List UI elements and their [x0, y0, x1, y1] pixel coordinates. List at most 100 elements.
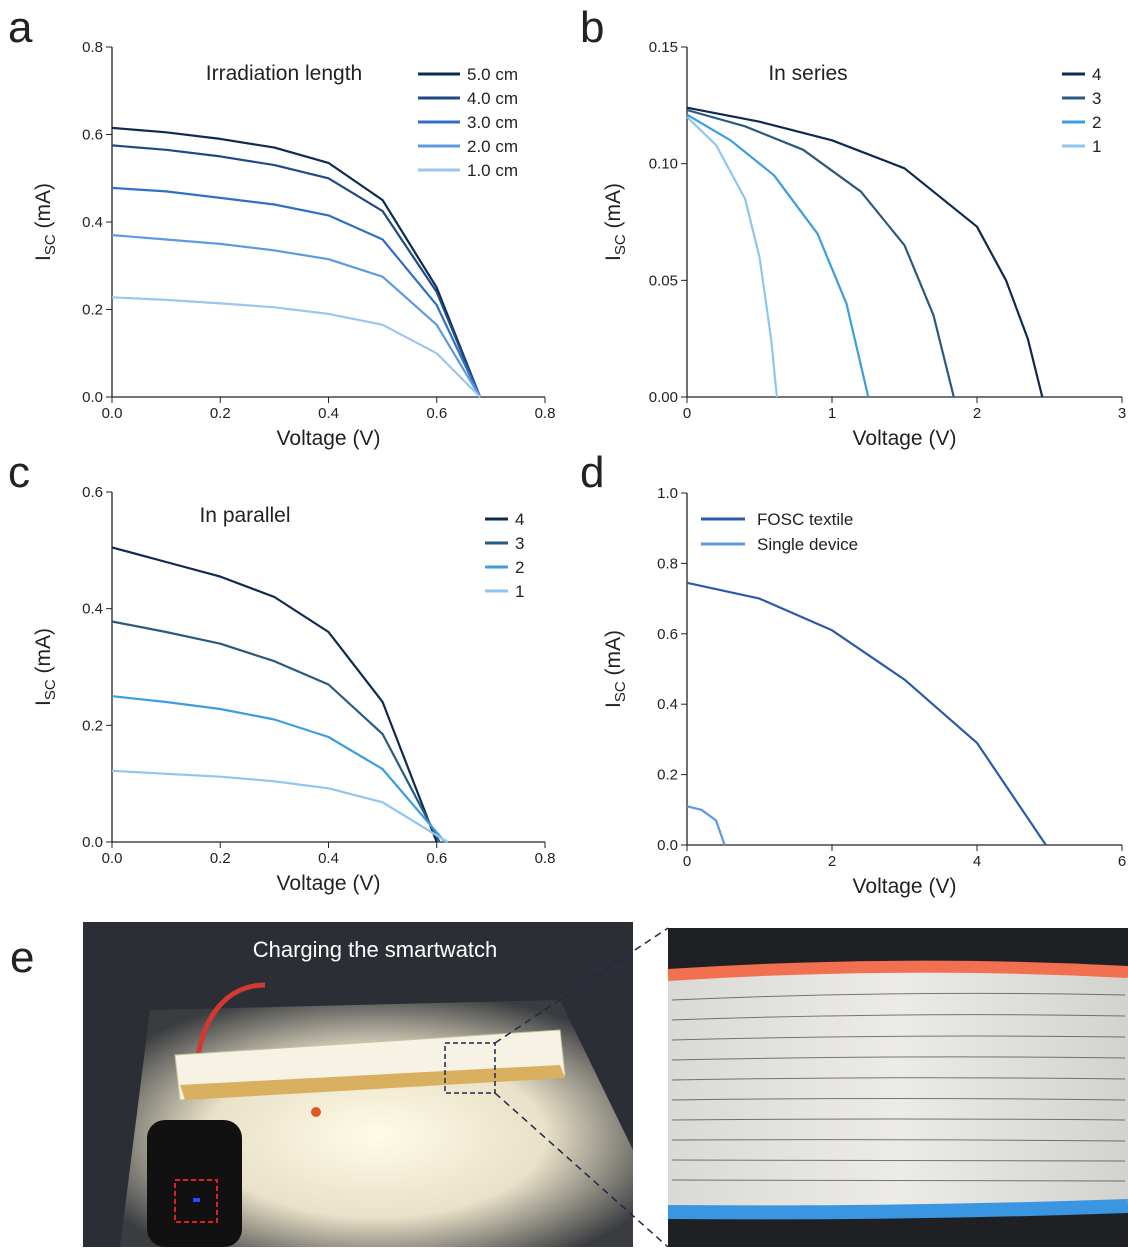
- y-label-rest: (mA): [602, 183, 625, 234]
- legend-label: FOSC textile: [757, 510, 853, 529]
- data-line: [111, 234, 482, 398]
- y-axis-label: ISC (mA): [602, 630, 629, 708]
- panel-label: e: [10, 933, 34, 982]
- y-tick-label: 0.15: [649, 39, 678, 56]
- legend-label: 1: [1092, 137, 1101, 156]
- y-label-sub: SC: [42, 234, 59, 255]
- y-tick-label: 0.00: [649, 389, 678, 406]
- annotation: In parallel: [199, 504, 290, 527]
- data-line: [111, 144, 482, 398]
- legend-label: 2: [515, 558, 524, 577]
- photo-smartwatch: Charging the smartwatch: [83, 922, 633, 1247]
- y-label-main: I: [602, 255, 625, 261]
- y-tick-label: 0.05: [649, 272, 678, 289]
- x-tick-label: 0.8: [535, 405, 556, 422]
- y-tick-label: 0.8: [657, 555, 678, 572]
- photo-caption: Charging the smartwatch: [253, 937, 498, 962]
- x-tick-label: 0: [683, 853, 691, 870]
- chart: 0.0 0.2 0.4 0.6 0.8 0.0 0.2 0.4 0.6 0.8 Voltage (V…: [8, 3, 555, 450]
- panel-label: a: [8, 3, 33, 52]
- y-tick-label: 0.10: [649, 156, 678, 173]
- x-tick-label: 6: [1118, 853, 1126, 870]
- y-label-rest: (mA): [32, 183, 55, 234]
- y-tick-label: 0.0: [82, 834, 103, 851]
- x-axis-label: Voltage (V): [277, 427, 381, 450]
- x-tick-label: 0.2: [210, 405, 231, 422]
- y-label-sub: SC: [612, 234, 629, 255]
- legend-label: 3: [1092, 89, 1101, 108]
- data-line: [686, 113, 870, 398]
- panel-label: b: [580, 3, 604, 52]
- y-axis-label: ISC (mA): [32, 628, 59, 706]
- y-tick-label: 0.2: [82, 717, 103, 734]
- data-line: [111, 546, 438, 843]
- zoom-line: [494, 927, 669, 1044]
- y-tick-label: 0.0: [82, 389, 103, 406]
- data-line: [111, 620, 441, 843]
- panel-label: c: [8, 448, 30, 497]
- y-axis-label: ISC (mA): [602, 183, 629, 261]
- x-tick-label: 0.8: [535, 850, 556, 867]
- y-tick-label: 0.6: [82, 484, 103, 501]
- x-tick-label: 0.6: [426, 405, 447, 422]
- y-tick-label: 1.0: [657, 485, 678, 502]
- y-tick-label: 0.4: [82, 601, 103, 618]
- x-tick-label: 1: [828, 405, 836, 422]
- y-label-rest: (mA): [32, 628, 55, 679]
- annotation: In series: [768, 62, 847, 85]
- zoom-line: [494, 1092, 669, 1248]
- x-tick-label: 0.0: [102, 405, 123, 422]
- y-tick-label: 0.0: [657, 837, 678, 854]
- data-line: [111, 186, 482, 398]
- photo-textile: [667, 928, 1128, 1247]
- x-tick-label: 0.0: [102, 850, 123, 867]
- y-label-main: I: [32, 700, 55, 706]
- data-line: [111, 296, 481, 398]
- x-axis-label: Voltage (V): [277, 872, 381, 895]
- y-tick-label: 0.8: [82, 39, 103, 56]
- y-axis-label: ISC (mA): [32, 183, 59, 261]
- x-tick-label: 4: [973, 853, 981, 870]
- x-axis-label: Voltage (V): [853, 427, 957, 450]
- y-tick-label: 0.6: [82, 127, 103, 144]
- annotation: Irradiation length: [206, 62, 362, 85]
- chart: 0.0 0.2 0.4 0.6 0.0 0.2 0.4 0.6 0.8 Voltage (V) IS…: [8, 448, 555, 895]
- data-line: [686, 805, 726, 846]
- y-tick-label: 0.4: [82, 214, 103, 231]
- legend-label: 1.0 cm: [467, 161, 518, 180]
- y-label-rest: (mA): [602, 630, 625, 681]
- y-label-sub: SC: [612, 681, 629, 702]
- data-line: [686, 106, 1044, 398]
- legend-label: 4: [1092, 65, 1101, 84]
- x-tick-label: 3: [1118, 405, 1126, 422]
- y-label-main: I: [32, 255, 55, 261]
- y-tick-label: 0.4: [657, 696, 678, 713]
- legend-label: 4.0 cm: [467, 89, 518, 108]
- x-axis-label: Voltage (V): [853, 875, 957, 898]
- chart: 0.00 0.05 0.10 0.15 0 1 2 3 Voltage (V) ISC (mA) b…: [580, 3, 1126, 450]
- data-line: [686, 581, 1047, 846]
- x-tick-label: 2: [828, 853, 836, 870]
- data-line: [686, 116, 778, 398]
- x-tick-label: 0.4: [318, 850, 339, 867]
- legend-label: 2: [1092, 113, 1101, 132]
- x-tick-label: 0.6: [426, 850, 447, 867]
- y-label-sub: SC: [42, 679, 59, 700]
- data-line: [111, 769, 449, 843]
- data-line: [111, 126, 482, 398]
- x-tick-label: 0: [683, 405, 691, 422]
- legend-label: Single device: [757, 535, 858, 554]
- y-label-main: I: [602, 702, 625, 708]
- y-tick-label: 0.2: [82, 302, 103, 319]
- x-tick-label: 2: [973, 405, 981, 422]
- x-tick-label: 0.4: [318, 405, 339, 422]
- data-line: [686, 108, 955, 398]
- x-tick-label: 0.2: [210, 850, 231, 867]
- legend-label: 5.0 cm: [467, 65, 518, 84]
- legend-label: 3.0 cm: [467, 113, 518, 132]
- panel-label: d: [580, 448, 604, 497]
- y-tick-label: 0.6: [657, 626, 678, 643]
- data-line: [111, 695, 446, 843]
- legend-label: 4: [515, 510, 524, 529]
